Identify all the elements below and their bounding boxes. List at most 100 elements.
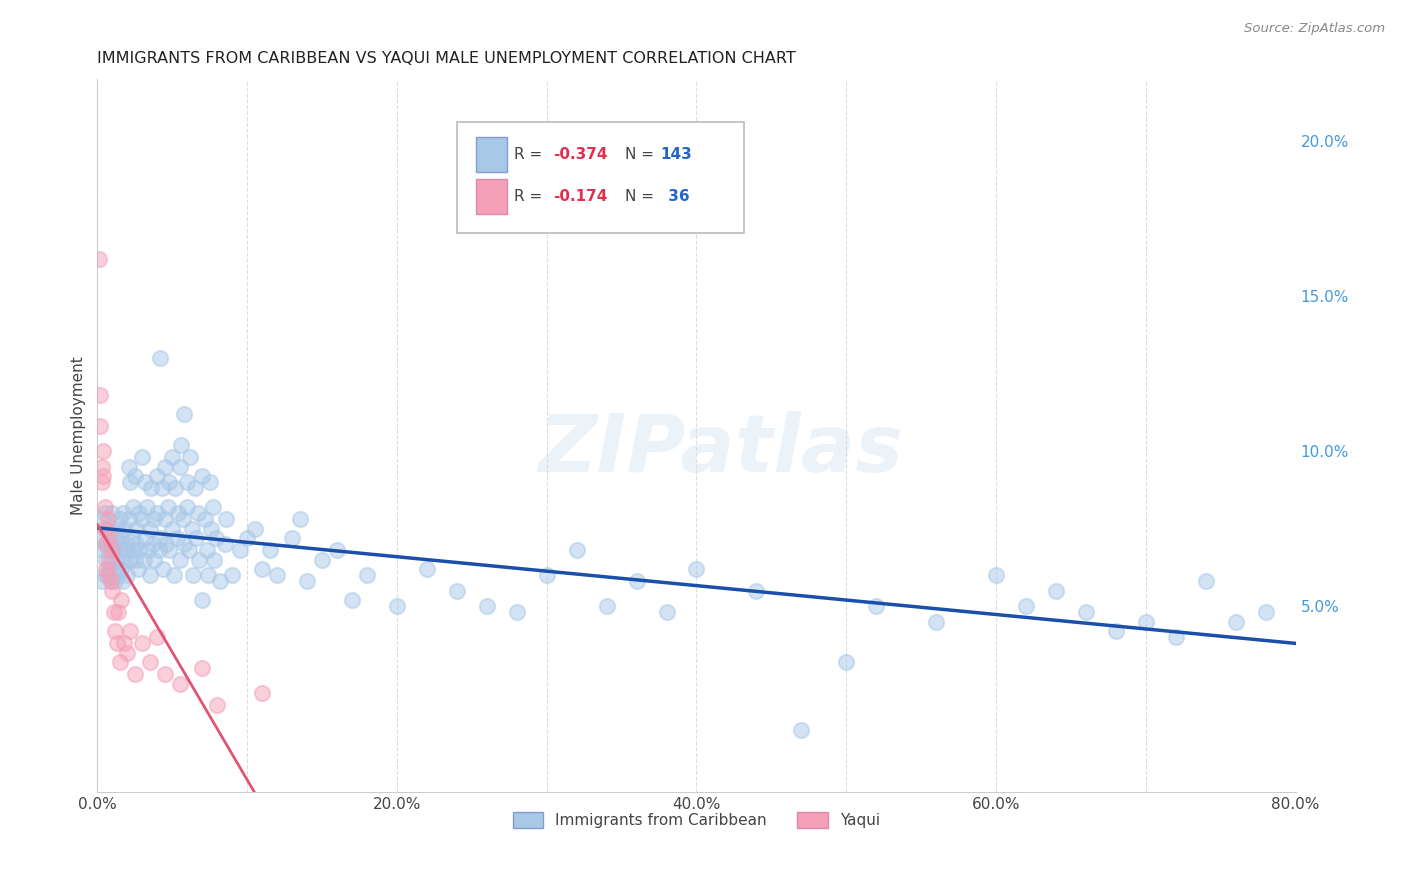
Point bbox=[148, 543, 170, 558]
Point bbox=[120, 475, 142, 490]
Point bbox=[165, 481, 187, 495]
Point bbox=[107, 568, 129, 582]
Point bbox=[136, 543, 159, 558]
Point bbox=[101, 583, 124, 598]
Point bbox=[295, 574, 318, 589]
Text: N =: N = bbox=[624, 146, 658, 161]
Point bbox=[96, 552, 118, 566]
Point bbox=[142, 537, 165, 551]
Point bbox=[120, 624, 142, 638]
Point bbox=[925, 615, 948, 629]
Point bbox=[118, 459, 141, 474]
Point bbox=[167, 506, 190, 520]
Point bbox=[124, 469, 146, 483]
Point bbox=[200, 522, 222, 536]
Point bbox=[236, 531, 259, 545]
Point bbox=[139, 522, 162, 536]
Point bbox=[107, 605, 129, 619]
Point bbox=[1164, 630, 1187, 644]
Point bbox=[176, 500, 198, 514]
Point bbox=[89, 531, 111, 545]
FancyBboxPatch shape bbox=[477, 136, 508, 171]
Text: R =: R = bbox=[515, 146, 547, 161]
Point bbox=[132, 552, 155, 566]
Point bbox=[131, 512, 153, 526]
Point bbox=[94, 522, 117, 536]
Point bbox=[162, 450, 184, 465]
Point bbox=[215, 512, 238, 526]
Point bbox=[565, 543, 588, 558]
Point bbox=[153, 459, 176, 474]
Point bbox=[108, 512, 131, 526]
Point bbox=[93, 469, 115, 483]
Point bbox=[152, 562, 174, 576]
Point bbox=[98, 522, 121, 536]
Point bbox=[201, 500, 224, 514]
Point bbox=[183, 481, 205, 495]
Text: IMMIGRANTS FROM CARIBBEAN VS YAQUI MALE UNEMPLOYMENT CORRELATION CHART: IMMIGRANTS FROM CARIBBEAN VS YAQUI MALE … bbox=[97, 51, 796, 66]
Point bbox=[98, 552, 121, 566]
Point bbox=[111, 574, 134, 589]
Point bbox=[595, 599, 617, 613]
Point bbox=[110, 592, 132, 607]
Point bbox=[169, 459, 191, 474]
Point bbox=[153, 667, 176, 681]
Point bbox=[122, 543, 145, 558]
Point bbox=[1045, 583, 1067, 598]
Point bbox=[128, 506, 150, 520]
Point bbox=[93, 444, 115, 458]
Point bbox=[117, 537, 139, 551]
Point bbox=[191, 661, 214, 675]
Point bbox=[97, 568, 120, 582]
Point bbox=[191, 469, 214, 483]
Point bbox=[169, 676, 191, 690]
Point bbox=[97, 512, 120, 526]
Point bbox=[100, 574, 122, 589]
Legend: Immigrants from Caribbean, Yaqui: Immigrants from Caribbean, Yaqui bbox=[506, 806, 887, 834]
Point bbox=[195, 543, 218, 558]
Point bbox=[250, 686, 273, 700]
Point bbox=[221, 568, 243, 582]
Point bbox=[128, 543, 150, 558]
Text: N =: N = bbox=[624, 189, 658, 204]
Point bbox=[209, 574, 232, 589]
Point bbox=[176, 475, 198, 490]
Point bbox=[187, 506, 209, 520]
Point bbox=[101, 543, 124, 558]
Point bbox=[288, 512, 311, 526]
Point bbox=[124, 552, 146, 566]
Point bbox=[101, 552, 124, 566]
Point bbox=[125, 537, 148, 551]
Point bbox=[984, 568, 1007, 582]
Point bbox=[340, 592, 363, 607]
Point bbox=[87, 252, 110, 266]
Point bbox=[143, 552, 166, 566]
Point bbox=[103, 605, 125, 619]
Point bbox=[134, 475, 156, 490]
Point bbox=[114, 543, 136, 558]
Point bbox=[143, 512, 166, 526]
Point bbox=[121, 531, 143, 545]
Point bbox=[177, 543, 200, 558]
Point bbox=[197, 568, 219, 582]
Point bbox=[139, 655, 162, 669]
Point bbox=[105, 636, 128, 650]
Point bbox=[105, 522, 128, 536]
Point bbox=[122, 500, 145, 514]
Point bbox=[146, 506, 169, 520]
Text: ZIPatlas: ZIPatlas bbox=[538, 411, 903, 489]
Point bbox=[162, 522, 184, 536]
Point bbox=[163, 568, 186, 582]
Point bbox=[1015, 599, 1038, 613]
Point bbox=[111, 506, 134, 520]
Point bbox=[156, 500, 179, 514]
Point bbox=[125, 522, 148, 536]
Text: 36: 36 bbox=[662, 189, 689, 204]
Point bbox=[103, 568, 125, 582]
Point bbox=[100, 537, 122, 551]
Point bbox=[188, 552, 211, 566]
Y-axis label: Male Unemployment: Male Unemployment bbox=[72, 356, 86, 515]
Point bbox=[90, 574, 112, 589]
Text: -0.374: -0.374 bbox=[553, 146, 607, 161]
Point bbox=[475, 599, 498, 613]
